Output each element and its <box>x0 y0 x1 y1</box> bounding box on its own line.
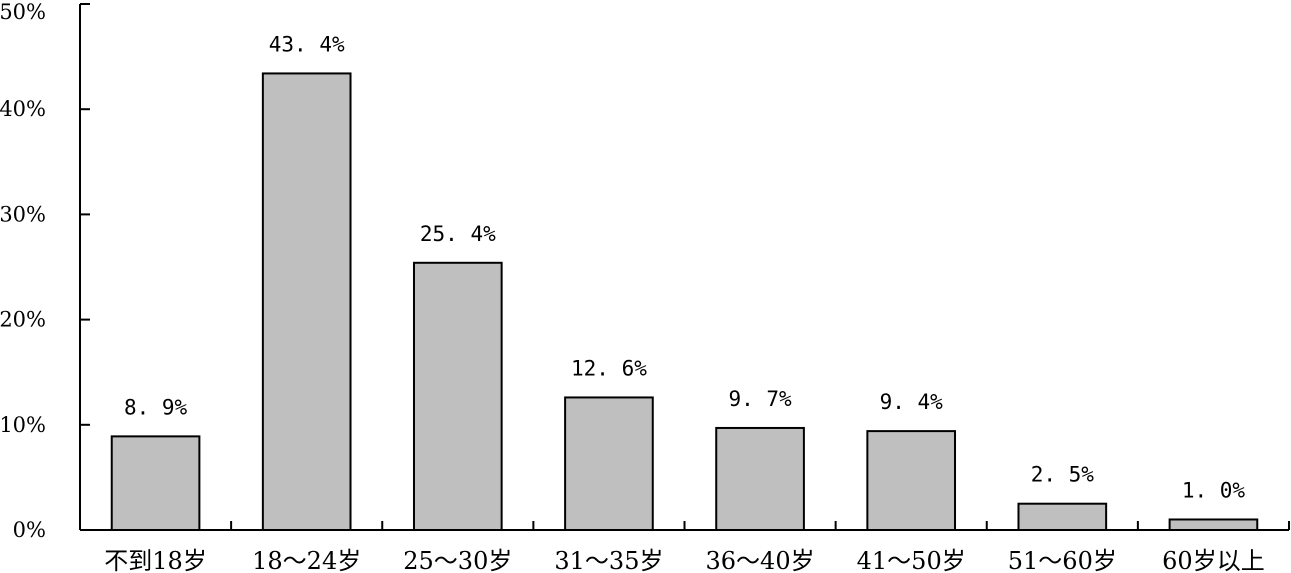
data-label: 25. 4% <box>420 222 496 246</box>
y-tick-label: 50% <box>0 0 46 24</box>
y-tick-label: 30% <box>0 202 46 226</box>
data-labels: 8. 9% 43. 4% 25. 4% 12. 6% 9. 7% 9. 4% 2. 5% 1.… <box>124 32 1245 502</box>
y-tick-label: 20% <box>0 308 46 332</box>
data-label: 9. 4% <box>880 390 944 414</box>
x-tick-label: 41～50岁 <box>857 547 966 573</box>
x-tick-label: 51～60岁 <box>1008 547 1117 573</box>
y-tick-label: 10% <box>0 413 46 437</box>
bar <box>715 426 805 531</box>
axes <box>79 4 1289 531</box>
bar <box>564 396 654 531</box>
y-tick-labels: 0% 10% 20% 30% 40% 50% <box>0 0 46 542</box>
x-tick-labels: 不到18岁 18～24岁 25～30岁 31～35岁 36～40岁 41～50岁 51～60… <box>104 547 1264 573</box>
x-tick-label: 60岁以上 <box>1162 547 1265 573</box>
y-tick-label: 0% <box>13 518 46 542</box>
data-label: 9. 7% <box>728 387 792 411</box>
x-tick-label: 不到18岁 <box>104 547 207 573</box>
bar <box>1017 502 1108 532</box>
bar <box>261 72 352 531</box>
bar <box>1168 518 1259 531</box>
data-label: 1. 0% <box>1182 478 1246 502</box>
data-label: 2. 5% <box>1031 463 1095 487</box>
x-tick-label: 31～35岁 <box>554 547 663 573</box>
x-tick-label: 25～30岁 <box>403 547 512 573</box>
data-label: 43. 4% <box>269 32 345 56</box>
bar <box>110 435 201 532</box>
y-tick-label: 40% <box>0 97 46 121</box>
x-tick-label: 36～40岁 <box>706 547 815 573</box>
data-label: 12. 6% <box>571 356 647 380</box>
ticks <box>80 3 1290 531</box>
bars <box>110 72 1259 532</box>
data-label: 8. 9% <box>124 395 188 419</box>
x-tick-label: 18～24岁 <box>252 547 361 573</box>
bar <box>412 261 503 531</box>
bar <box>866 430 957 531</box>
